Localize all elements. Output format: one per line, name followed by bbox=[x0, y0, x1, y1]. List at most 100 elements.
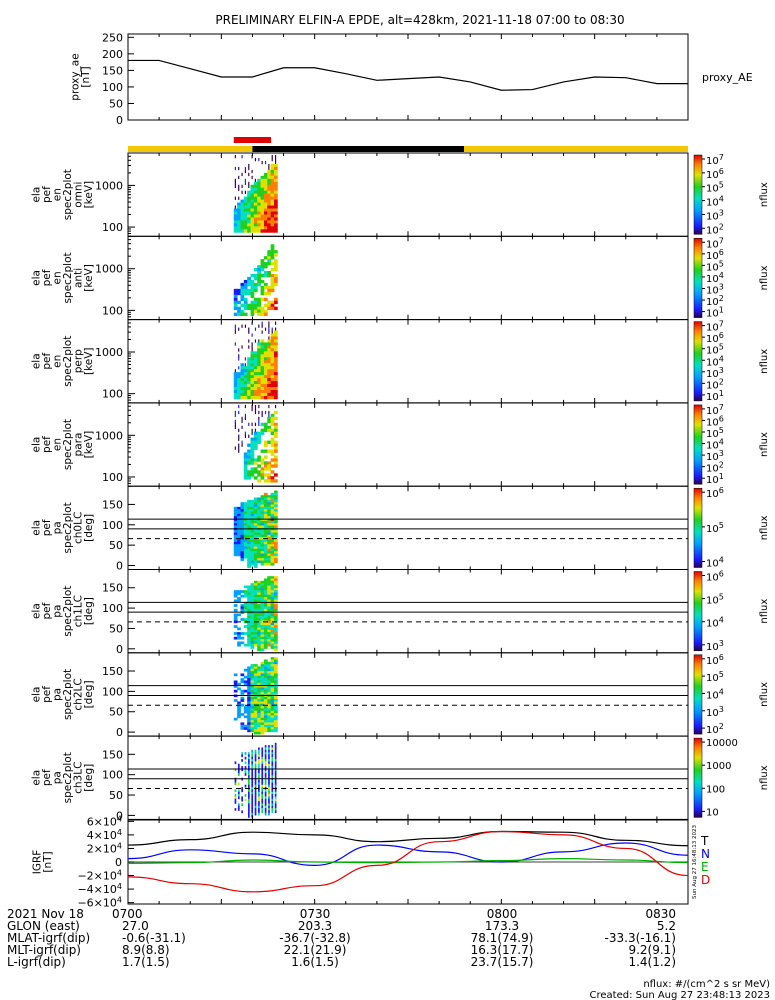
spectrogram-cell bbox=[273, 608, 278, 612]
spectrogram-cell bbox=[250, 449, 255, 453]
colorbar bbox=[693, 487, 703, 568]
spectrogram-cell bbox=[233, 592, 238, 596]
spectrogram-cell bbox=[253, 618, 258, 621]
spectrogram-cell bbox=[258, 782, 260, 786]
spectrogram-cell bbox=[273, 509, 278, 512]
spectrogram-cell bbox=[264, 803, 267, 807]
spectrogram-cell bbox=[270, 244, 275, 248]
spectrogram-cell bbox=[273, 613, 278, 617]
spectrogram-cell bbox=[260, 585, 265, 589]
spectrogram-cell bbox=[247, 523, 251, 526]
spectrogram-cell bbox=[263, 668, 268, 672]
spectrogram-cell bbox=[247, 613, 251, 617]
spectrogram-cell bbox=[270, 659, 275, 663]
spectrogram-cell bbox=[273, 172, 278, 177]
panel-ylabel-line: ch3LC bbox=[72, 762, 84, 794]
proxy-ae-tick-label: 200 bbox=[102, 48, 123, 61]
igrf-ylabel: IGRF[nT] bbox=[31, 850, 54, 875]
colorbar-title: nflux bbox=[759, 349, 770, 374]
spectrogram-cell bbox=[260, 551, 265, 554]
spectrogram-cell bbox=[257, 720, 261, 723]
spectrogram-cell bbox=[273, 629, 278, 633]
spectrogram-cell bbox=[237, 202, 241, 206]
spectrogram-cell bbox=[263, 220, 268, 224]
spectrogram-cell bbox=[257, 587, 261, 591]
spectrogram-cell bbox=[257, 363, 261, 367]
spectrogram-cell bbox=[267, 546, 272, 550]
spectrogram-cell bbox=[270, 713, 275, 716]
spectrogram-cell bbox=[260, 687, 265, 691]
spectrogram-cell bbox=[250, 583, 255, 586]
spectrogram-cell bbox=[273, 511, 278, 515]
spectrogram-cell bbox=[237, 808, 240, 811]
spectrogram-cell bbox=[263, 285, 268, 290]
spectrogram-cell bbox=[274, 768, 277, 772]
spectrogram-cell bbox=[237, 682, 241, 686]
spectrogram-cell bbox=[257, 523, 261, 526]
spectrogram-cell bbox=[247, 604, 251, 607]
panel-ylabel-line: ch2LC bbox=[72, 678, 84, 710]
spectrogram-cell bbox=[263, 722, 268, 726]
spectrogram-cell bbox=[248, 810, 250, 814]
spectrogram-cell bbox=[260, 229, 265, 233]
spectrogram-cell bbox=[250, 452, 255, 456]
spectrogram-cell bbox=[260, 291, 265, 296]
colorbar-tick-label: 103 bbox=[706, 639, 724, 653]
spectrogram-cell bbox=[253, 555, 258, 559]
spectrogram-cell bbox=[257, 217, 261, 221]
spectrogram-cell bbox=[250, 548, 255, 552]
spectrogram-cell bbox=[260, 632, 265, 635]
spectrogram-panel: 1000100elapefenspec2plotpara[keV]1071061… bbox=[30, 402, 770, 487]
spectrogram-cell bbox=[240, 680, 245, 684]
spectrogram-cell bbox=[263, 378, 268, 382]
spectrogram-cell bbox=[250, 190, 255, 195]
spectrogram-cell bbox=[253, 643, 258, 647]
spectrogram-cell bbox=[250, 627, 255, 631]
spectrogram-cell bbox=[237, 794, 240, 797]
spectrogram-cell bbox=[238, 187, 240, 191]
spectrogram-cell bbox=[260, 193, 265, 198]
spectrogram-cell bbox=[273, 492, 278, 496]
spectrogram-cell bbox=[258, 798, 260, 802]
spectrogram-cell bbox=[258, 770, 260, 774]
spectrogram-cell bbox=[263, 675, 268, 679]
spectrogram-cell bbox=[233, 599, 238, 603]
spectrogram-cell bbox=[243, 199, 248, 203]
spectrogram-cell bbox=[264, 768, 267, 772]
spectrogram-cell bbox=[258, 404, 260, 409]
spectrogram-cell bbox=[241, 752, 243, 755]
spectrogram-cell bbox=[263, 348, 268, 352]
spectrogram-cell bbox=[270, 687, 275, 691]
spectrogram-cell bbox=[251, 752, 254, 755]
spectrogram-cell bbox=[270, 523, 275, 526]
spectrogram-cell bbox=[268, 324, 270, 328]
spectrogram-cell bbox=[243, 369, 248, 373]
proxy-ae-tick-label: 100 bbox=[102, 81, 123, 94]
spectrogram-cell bbox=[270, 256, 275, 260]
spectrogram-cell bbox=[253, 458, 258, 462]
spectrogram-cell bbox=[257, 551, 261, 554]
panel-ylabel-line: ela bbox=[30, 353, 42, 369]
igrf-legend-label: T bbox=[700, 834, 709, 848]
spectrogram-cell bbox=[253, 717, 258, 721]
spectrogram-cell bbox=[270, 506, 275, 510]
spectrogram-cell bbox=[257, 506, 261, 510]
spectrogram-cell bbox=[273, 671, 278, 674]
spectrogram-cell bbox=[247, 715, 251, 719]
spectrogram-cell bbox=[248, 434, 250, 438]
spectrogram-cell bbox=[238, 348, 240, 352]
spectrogram-cell bbox=[267, 372, 272, 376]
spectrogram-cell bbox=[263, 578, 268, 582]
spectrogram-cell bbox=[261, 796, 264, 800]
spectrogram-cell bbox=[273, 585, 278, 589]
spectrogram-cell bbox=[273, 336, 278, 340]
spectrogram-cell bbox=[250, 354, 255, 358]
spectrogram-cell bbox=[267, 606, 272, 610]
spectrogram-cell bbox=[267, 634, 272, 638]
spectrogram-cell bbox=[261, 321, 263, 325]
spectrogram-cell bbox=[253, 720, 258, 723]
spectrogram-cell bbox=[234, 419, 236, 424]
spectrogram-cell bbox=[270, 509, 275, 512]
spectrogram-cell bbox=[264, 763, 267, 767]
